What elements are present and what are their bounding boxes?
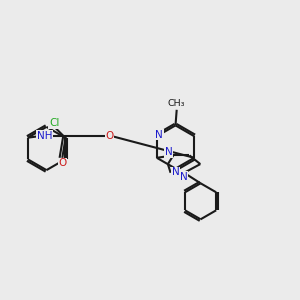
Text: NH: NH (37, 130, 52, 141)
Text: N: N (180, 172, 188, 182)
Text: Cl: Cl (49, 118, 59, 128)
Text: N: N (172, 167, 179, 177)
Text: O: O (106, 131, 114, 141)
Text: N: N (155, 130, 163, 140)
Text: O: O (58, 158, 66, 168)
Text: N: N (165, 147, 172, 158)
Text: CH₃: CH₃ (168, 99, 185, 108)
